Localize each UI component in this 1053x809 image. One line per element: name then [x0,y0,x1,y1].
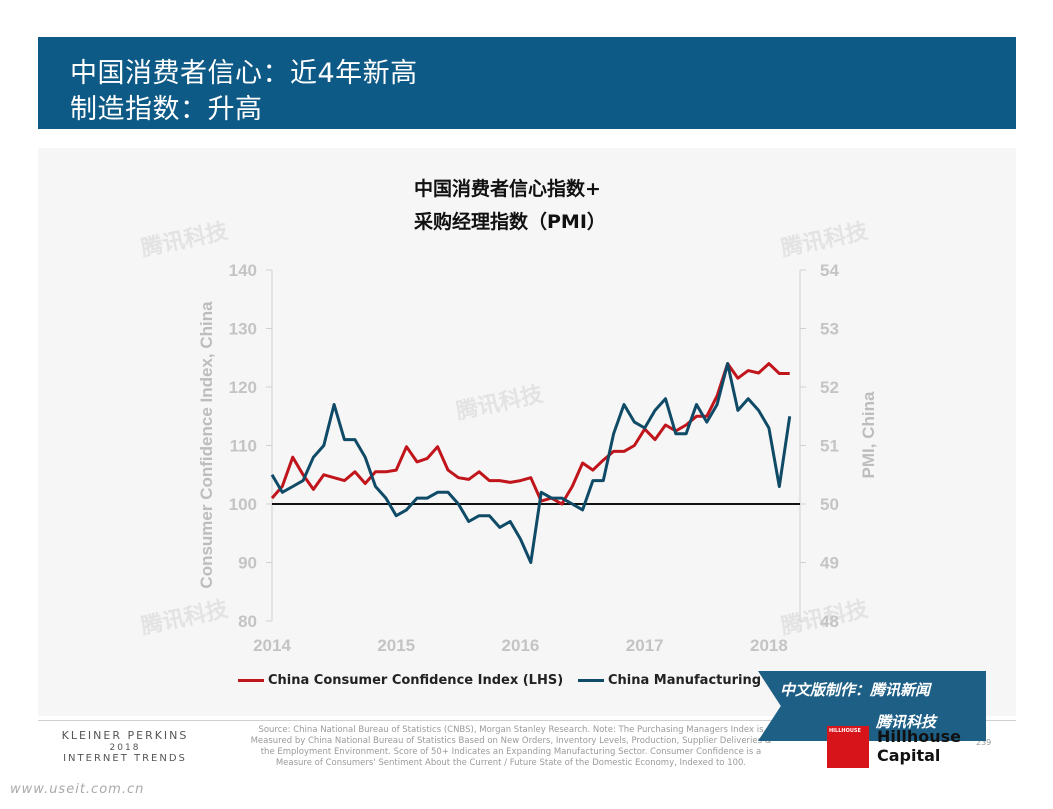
banner-line1: 中文版制作：腾讯新闻 [780,681,931,699]
brand-name: KLEINER PERKINS [61,729,189,742]
y-tick-label-right: 48 [820,612,839,631]
legend-swatch-blue [578,679,604,682]
x-tick-label: 2018 [750,636,788,655]
x-tick-label: 2017 [626,636,664,655]
series-line-consumer-confidence [270,362,790,506]
series-line-pmi [270,362,792,564]
hillhouse-name: Hillhouse Capital [877,727,961,765]
slide-header: 中国消费者信心：近4年新高 制造指数：升高 [38,37,1016,129]
page-number: 239 [976,738,992,747]
y-tick-label-left: 80 [238,612,257,631]
chart-title-line2: 采购经理指数（PMI） [414,211,606,233]
x-tick-label: 2016 [502,636,540,655]
header-title-line2: 制造指数：升高 [70,94,263,125]
x-tick-label: 2015 [377,636,415,655]
y-tick-label-right: 54 [820,261,839,280]
hillhouse-logo-label: HILLHOUSE [829,728,861,734]
y-tick-label-left: 140 [229,261,257,280]
hillhouse-name-line2: Capital [877,746,941,765]
y-tick-label-right: 53 [820,320,839,339]
x-tick-label: 2014 [253,636,291,655]
brand-subtitle: INTERNET TRENDS [63,753,187,764]
legend-item-consumer-confidence: China Consumer Confidence Index (LHS) [238,673,563,688]
producer-banner: 中文版制作：腾讯新闻 腾讯科技 [758,671,986,741]
banner-line2: 腾讯科技 [876,713,937,731]
legend-label: China Consumer Confidence Index (LHS) [268,673,564,688]
hillhouse-logo: HILLHOUSE [827,726,869,768]
y-tick-label-right: 51 [820,437,839,456]
y-tick-label-left: 120 [229,378,257,397]
y-tick-label-left: 130 [229,320,257,339]
y-axis-label-left: Consumer Confidence Index, China [197,301,216,589]
y-axis-label-right: PMI, China [859,391,878,478]
y-tick-label-right: 50 [820,495,839,514]
y-tick-label-left: 90 [238,554,257,573]
site-url: www.useit.com.cn [10,782,145,797]
brand-year: 2018 [109,743,141,753]
source-note: Source: China National Bureau of Statist… [250,725,772,768]
chart-panel [38,148,1016,716]
y-tick-label-right: 52 [820,378,839,397]
y-tick-label-left: 110 [230,437,257,456]
hillhouse-name-line1: Hillhouse [877,727,961,746]
y-tick-label-right: 49 [820,554,839,573]
chart-title-line1: 中国消费者信心指数+ [414,178,601,200]
footer-divider [38,720,1016,721]
y-tick-label-left: 100 [229,495,257,514]
header-title-line1: 中国消费者信心：近4年新高 [70,58,418,89]
legend-swatch-red [238,679,264,682]
